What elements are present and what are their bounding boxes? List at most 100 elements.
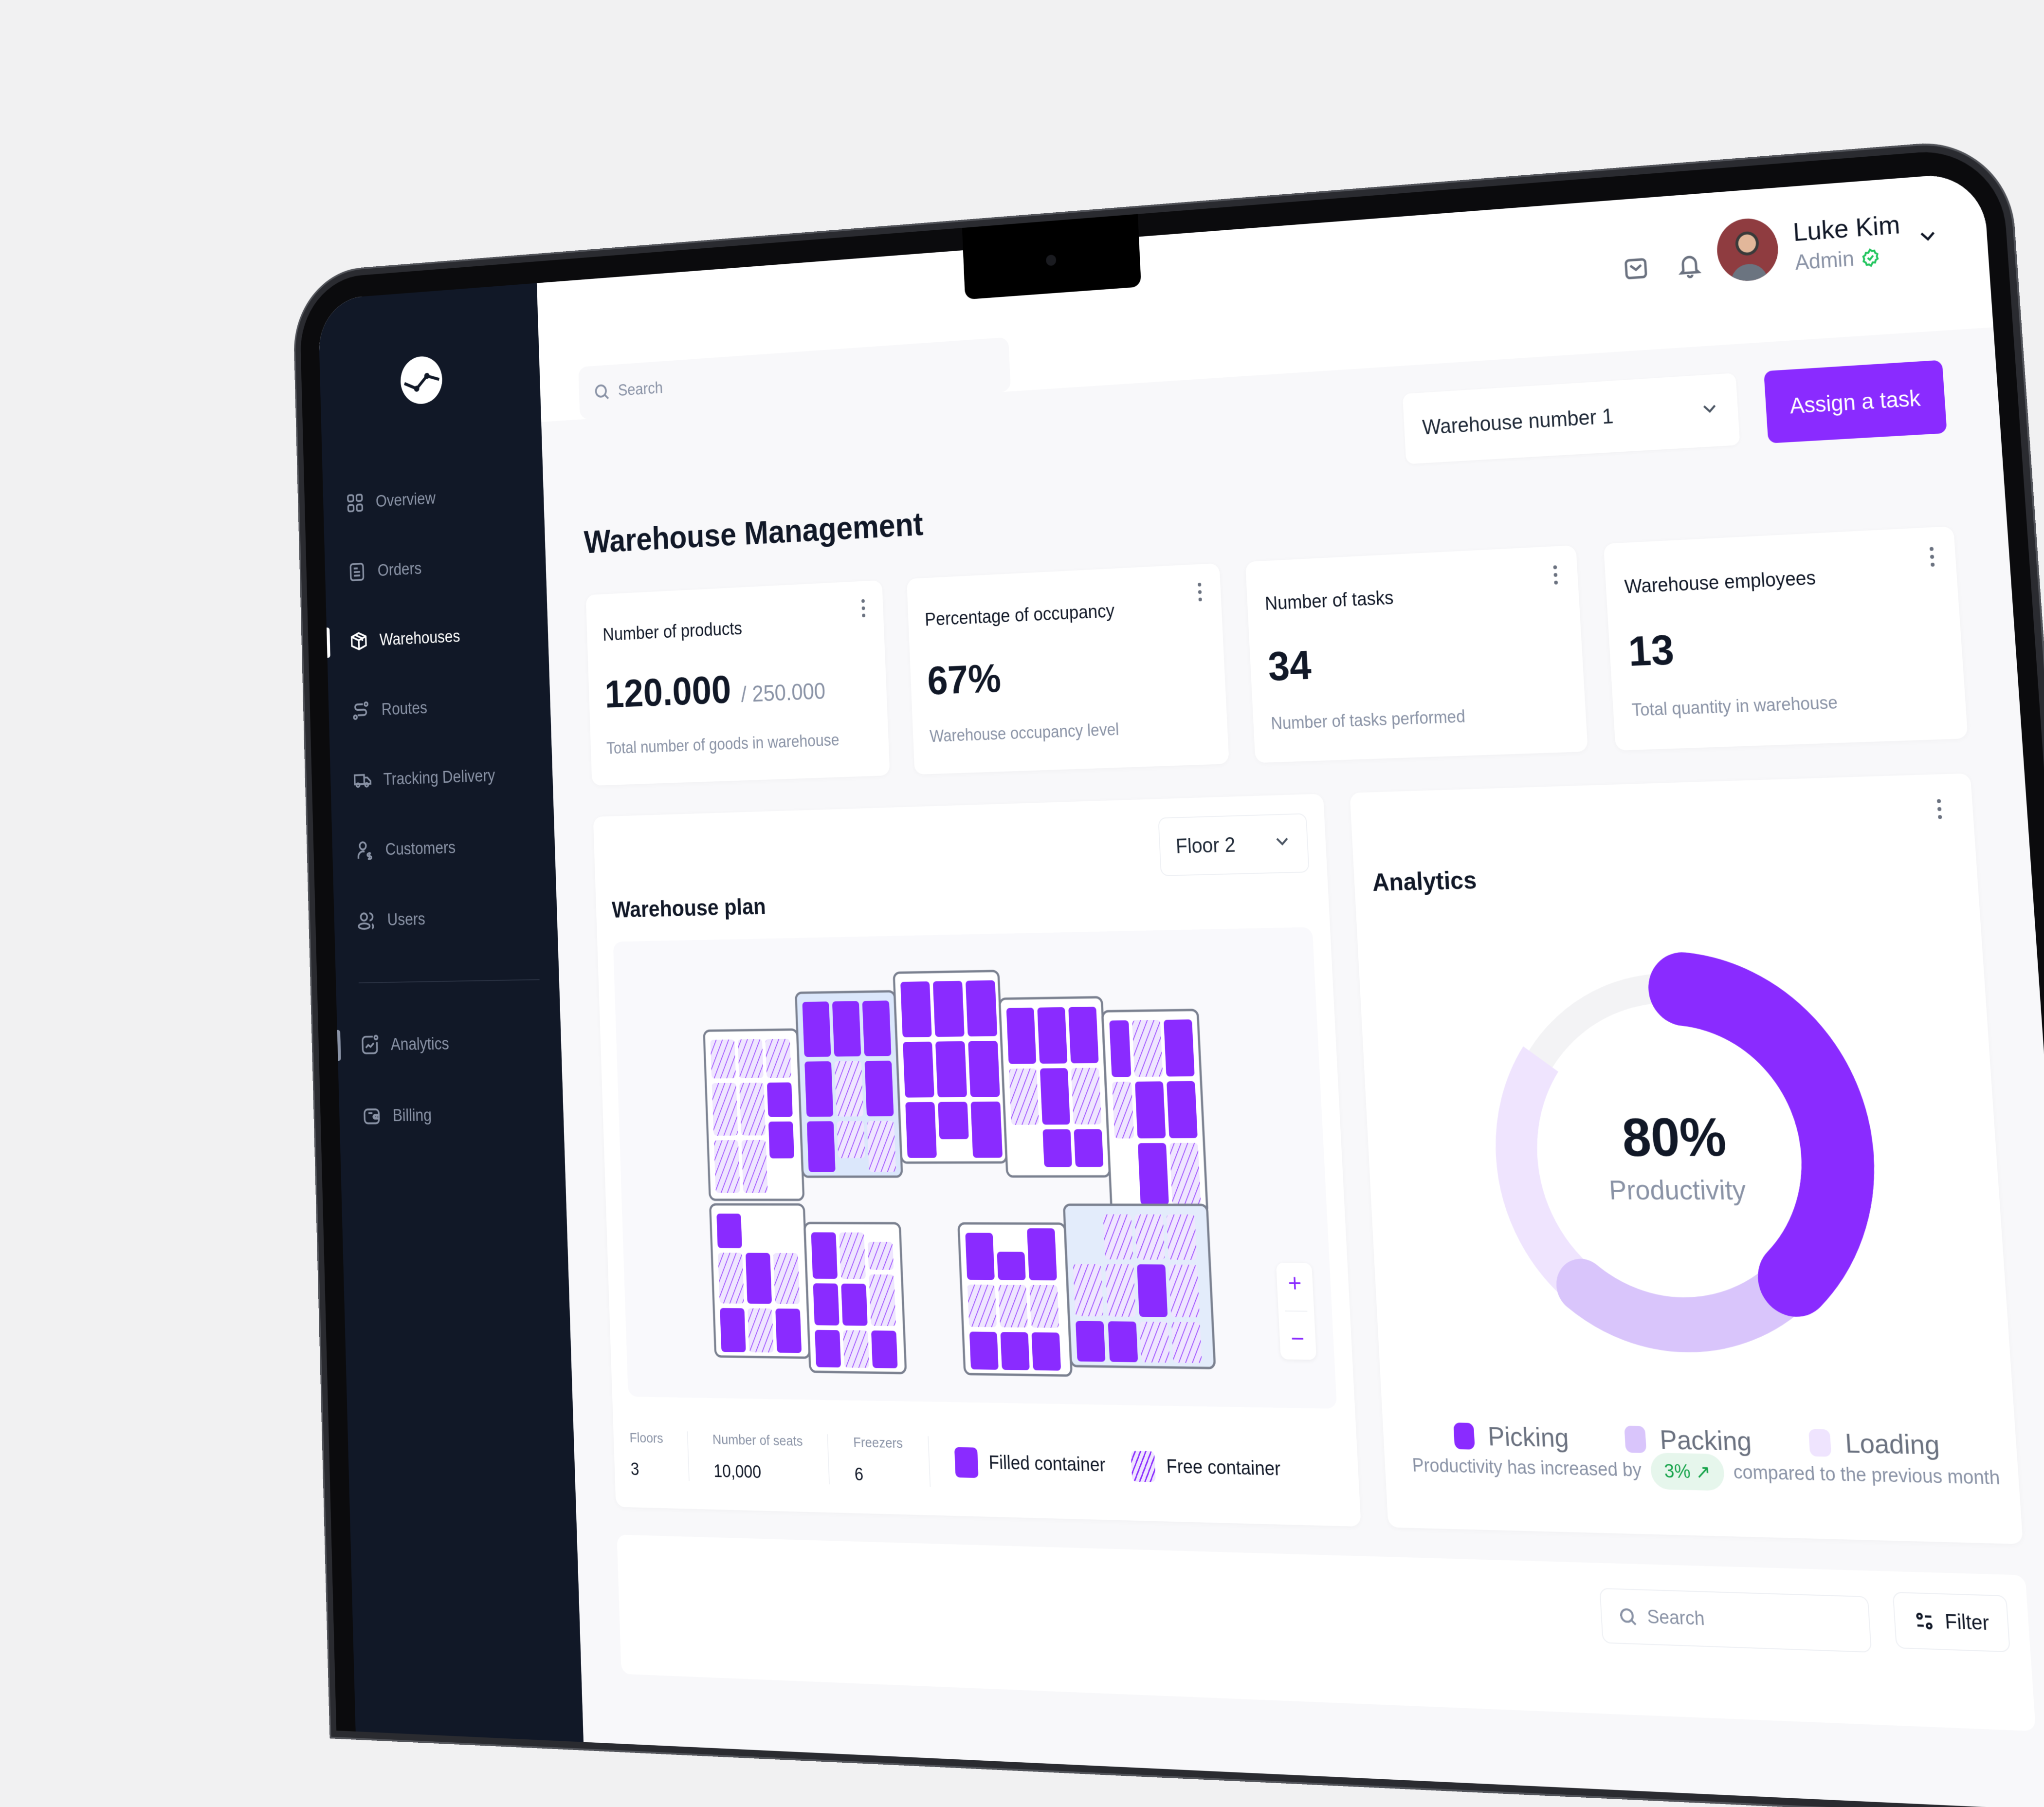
sidebar-item-orders[interactable]: Orders	[324, 527, 547, 608]
sidebar-item-users[interactable]: Users	[333, 881, 558, 957]
stat-desc: Number of tasks performed	[1270, 706, 1466, 734]
search-icon	[1617, 1605, 1638, 1627]
wallet-icon	[362, 1105, 382, 1127]
route-icon	[351, 700, 370, 722]
user-role-label: Admin	[1794, 247, 1855, 275]
sidebar-item-analytics[interactable]: Analytics	[337, 1007, 563, 1081]
box-icon	[349, 630, 368, 652]
user-menu[interactable]: Luke Kim Admin	[1715, 204, 1940, 283]
stat-cards: Number of products 120.000 / 250.000 Tot…	[585, 526, 1968, 786]
search-input[interactable]: Search	[578, 337, 1011, 420]
page-title: Warehouse Management	[583, 506, 924, 560]
sidebar-item-tracking-delivery[interactable]: Tracking Delivery	[329, 738, 553, 816]
stat-desc: Total quantity in warehouse	[1631, 692, 1839, 720]
more-options-icon[interactable]	[1929, 547, 1937, 567]
stat-value-total: / 250.000	[740, 678, 826, 707]
sidebar-item-billing[interactable]: Billing	[339, 1079, 565, 1152]
picking-swatch-icon	[1453, 1422, 1475, 1450]
search-placeholder: Search	[1646, 1606, 1705, 1630]
search-placeholder: Search	[618, 378, 663, 400]
more-options-icon[interactable]	[1197, 582, 1204, 602]
sidebar-item-label: Overview	[375, 489, 436, 511]
users-icon	[357, 909, 376, 932]
legend-label: Picking	[1487, 1421, 1570, 1453]
plan-stat-label: Number of seats	[712, 1432, 803, 1449]
stat-desc: Warehouse occupancy level	[929, 719, 1120, 746]
stat-card-products: Number of products 120.000 / 250.000 Tot…	[585, 580, 890, 786]
zoom-divider	[1285, 1310, 1308, 1312]
analytics-card: Analytics 80% Pro	[1350, 773, 2023, 1545]
bell-icon[interactable]	[1676, 251, 1703, 279]
assign-task-button[interactable]: Assign a task	[1764, 360, 1947, 443]
warehouse-select[interactable]: Warehouse number 1	[1403, 373, 1740, 464]
truck-icon	[353, 769, 372, 792]
more-options-icon[interactable]	[1553, 565, 1560, 585]
sidebar-item-routes[interactable]: Routes	[328, 667, 551, 747]
filter-button[interactable]: Filter	[1892, 1592, 2010, 1653]
legend-label: Filled container	[988, 1452, 1106, 1476]
sidebar-item-warehouses[interactable]: Warehouses	[326, 597, 549, 677]
chevron-down-icon	[1273, 831, 1292, 856]
camera-icon	[1045, 254, 1057, 266]
warehouse-select-value: Warehouse number 1	[1422, 405, 1614, 440]
sidebar-item-label: Warehouses	[379, 627, 460, 649]
warehouse-map[interactable]: + −	[613, 927, 1337, 1409]
loading-swatch-icon	[1808, 1429, 1832, 1457]
zone-g	[811, 1232, 898, 1368]
floor-select[interactable]: Floor 2	[1158, 813, 1310, 876]
donut-label: Productivity	[1608, 1174, 1747, 1206]
floor-select-value: Floor 2	[1175, 833, 1236, 858]
plan-stat-floors: Floors 3	[629, 1430, 690, 1481]
stat-card-employees: Warehouse employees 13 Total quantity in…	[1603, 526, 1968, 751]
stat-value: 13	[1626, 625, 1676, 675]
search-icon	[593, 382, 611, 402]
plan-footer: Floors 3 Number of seats 10,000 Freezers…	[629, 1430, 1282, 1495]
sidebar-item-label: Users	[387, 909, 426, 929]
stat-card-occupancy: Percentage of occupancy 67% Warehouse oc…	[906, 563, 1229, 775]
mail-icon[interactable]	[1622, 255, 1649, 283]
main-content: Search Luke Kim Admin	[536, 171, 2044, 1807]
stat-value: 34	[1267, 641, 1313, 690]
avatar[interactable]	[1715, 216, 1780, 283]
plan-stat-value: 10,000	[713, 1461, 762, 1482]
user-role: Admin	[1794, 243, 1903, 275]
user-info: Luke Kim Admin	[1792, 210, 1903, 275]
zone-c	[900, 980, 1003, 1158]
sidebar-item-label: Billing	[392, 1106, 432, 1125]
plan-stat-freezers: Freezers 6	[853, 1435, 931, 1487]
mockup-stage: Overview Orders Warehouses Routes	[0, 0, 2044, 1533]
legend-free: Free container	[1131, 1450, 1281, 1485]
legend-label: Loading	[1844, 1428, 1941, 1461]
more-options-icon[interactable]	[861, 599, 867, 618]
more-options-icon[interactable]	[1936, 799, 1944, 819]
zoom-out-button[interactable]: −	[1290, 1325, 1305, 1353]
user-name: Luke Kim	[1792, 210, 1901, 247]
sidebar-item-customers[interactable]: Customers	[331, 809, 556, 886]
top-icons	[1622, 251, 1703, 283]
packing-swatch-icon	[1624, 1425, 1647, 1453]
legend-label: Packing	[1659, 1424, 1752, 1457]
grid-icon	[346, 492, 365, 514]
note-prefix: Productivity has increased by	[1411, 1455, 1642, 1481]
warehouse-plan-card: Floor 2 Warehouse plan	[593, 793, 1361, 1527]
camera-notch	[962, 214, 1142, 300]
sidebar-item-label: Customers	[385, 838, 456, 859]
zoom-in-button[interactable]: +	[1287, 1269, 1302, 1298]
donut-center: 80% Productivity	[1459, 935, 1900, 1378]
plan-stat-value: 3	[630, 1459, 640, 1479]
sidebar-item-label: Analytics	[390, 1034, 450, 1054]
filter-icon	[1913, 1609, 1936, 1633]
stat-title: Percentage of occupancy	[924, 601, 1115, 630]
sidebar-item-overview[interactable]: Overview	[323, 457, 545, 539]
plan-title: Warehouse plan	[611, 893, 766, 923]
table-search-input[interactable]: Search	[1599, 1588, 1872, 1653]
chevron-down-icon	[1700, 398, 1720, 424]
stat-card-tasks: Number of tasks 34 Number of tasks perfo…	[1245, 545, 1588, 763]
user-menu-chevron[interactable]	[1916, 224, 1939, 249]
donut-value: 80%	[1620, 1106, 1728, 1168]
app-logo[interactable]	[400, 355, 443, 406]
chevron-down-icon	[1916, 224, 1939, 247]
warehouse-floor-plan[interactable]	[694, 958, 1242, 1388]
sidebar-divider	[358, 979, 540, 983]
plan-stat-label: Floors	[629, 1430, 664, 1446]
